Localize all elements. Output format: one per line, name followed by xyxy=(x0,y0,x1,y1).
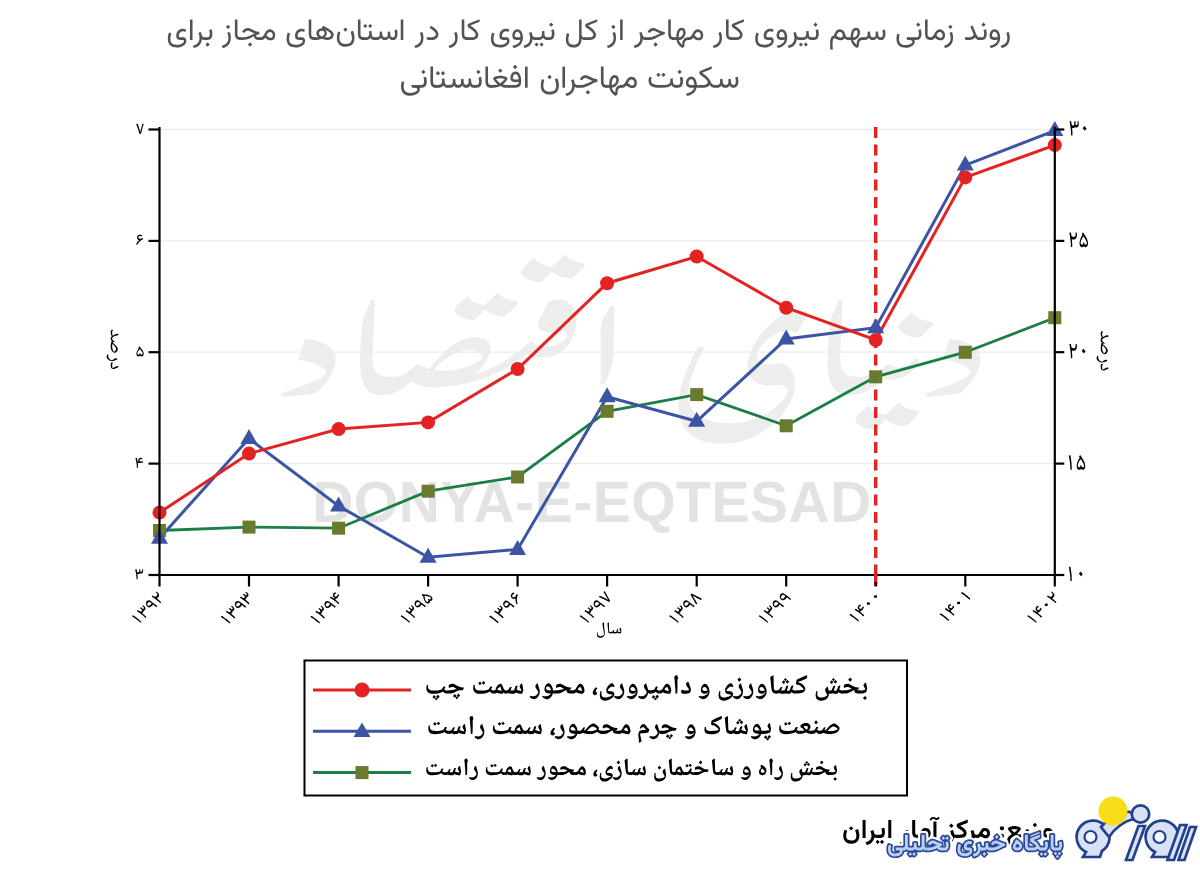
svg-text:DONYA-E-EQTESAD: DONYA-E-EQTESAD xyxy=(312,470,872,534)
